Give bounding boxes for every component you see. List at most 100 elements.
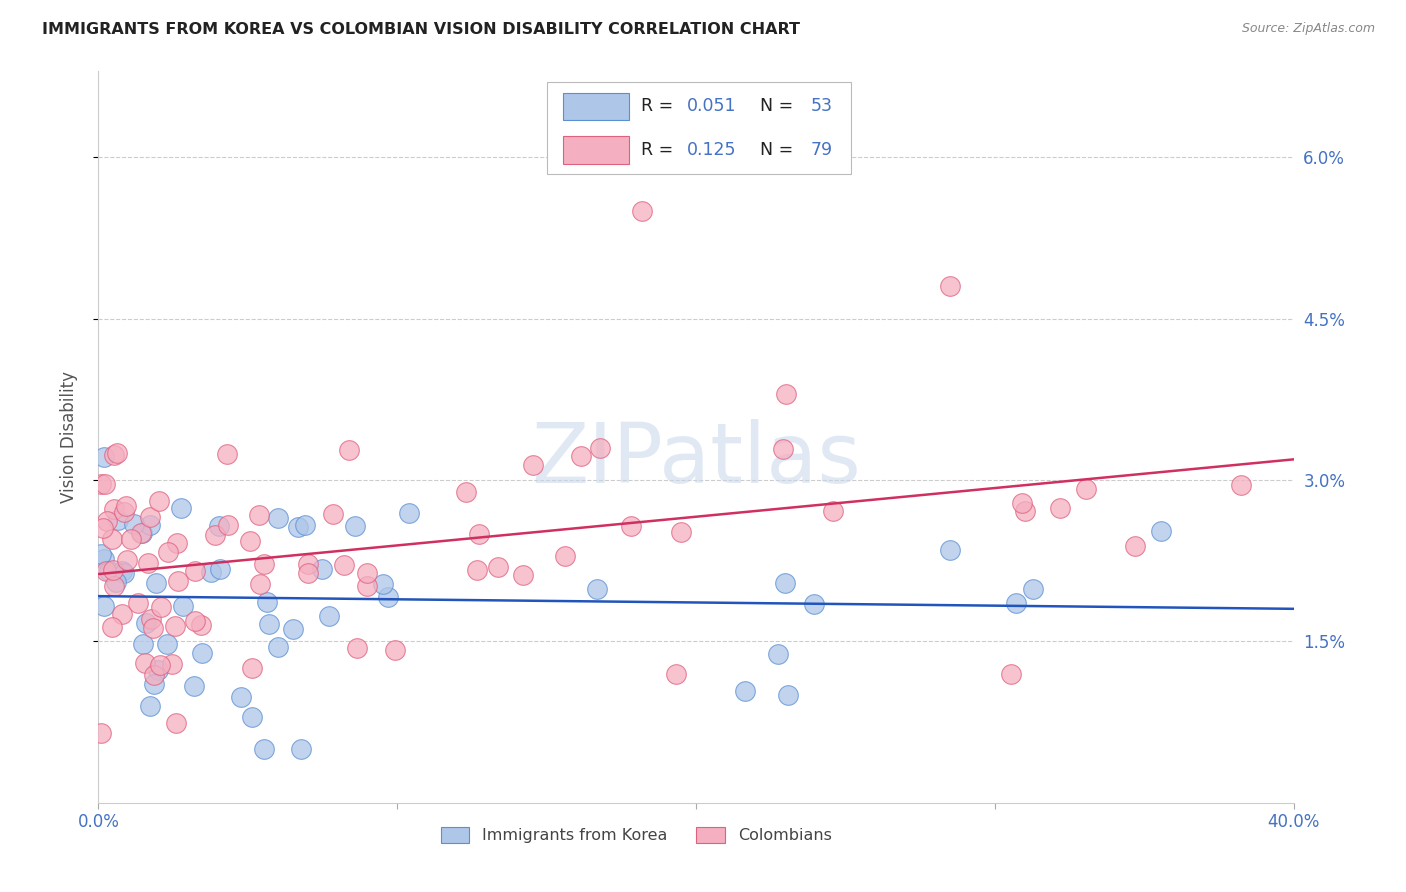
Text: N =: N = (748, 141, 799, 159)
Text: Source: ZipAtlas.com: Source: ZipAtlas.com (1241, 22, 1375, 36)
FancyBboxPatch shape (564, 93, 628, 120)
Point (142, 677, 165, 691)
Point (90, 476, 112, 491)
Point (156, 637, 179, 651)
Point (184, 564, 207, 578)
Legend: Immigrants from Korea, Colombians: Immigrants from Korea, Colombians (434, 821, 838, 850)
Point (253, 742, 276, 756)
Point (115, 553, 138, 567)
Point (589, 441, 612, 455)
Point (346, 640, 368, 655)
Point (512, 567, 534, 582)
Point (107, 513, 129, 527)
Point (766, 647, 789, 661)
Text: 53: 53 (811, 97, 832, 115)
Point (322, 508, 344, 522)
Point (283, 622, 305, 636)
Point (522, 458, 544, 472)
Point (773, 576, 796, 591)
Point (93, 599, 115, 613)
Point (256, 595, 278, 609)
Point (939, 279, 962, 293)
Point (167, 574, 190, 589)
Point (468, 526, 491, 541)
Point (318, 609, 340, 624)
Point (803, 597, 825, 611)
Point (454, 485, 477, 500)
Point (1230, 478, 1253, 492)
Point (1000, 666, 1022, 681)
Point (266, 640, 288, 654)
Text: ZIPatlas: ZIPatlas (531, 418, 860, 500)
Point (103, 448, 125, 462)
Point (190, 618, 212, 632)
Point (259, 616, 281, 631)
Point (170, 501, 193, 516)
Point (778, 688, 800, 702)
Point (398, 506, 420, 520)
Point (1150, 524, 1173, 538)
Point (294, 518, 316, 533)
Point (240, 661, 263, 675)
Point (631, 204, 654, 219)
FancyBboxPatch shape (564, 136, 628, 163)
Point (1049, 501, 1071, 516)
Point (620, 518, 643, 533)
Point (172, 599, 194, 613)
Point (134, 656, 156, 670)
Point (184, 614, 207, 628)
Point (111, 607, 134, 622)
Point (215, 447, 238, 461)
Text: R =: R = (641, 141, 679, 159)
Point (253, 558, 276, 572)
Point (204, 527, 226, 541)
FancyBboxPatch shape (547, 82, 852, 174)
Point (101, 620, 124, 634)
Point (311, 562, 333, 576)
Point (377, 590, 399, 604)
Point (200, 566, 222, 580)
Point (267, 511, 290, 525)
Point (101, 563, 124, 577)
Point (112, 505, 135, 519)
Point (98, 564, 121, 578)
Point (143, 667, 166, 681)
Point (149, 657, 172, 672)
Point (384, 643, 406, 657)
Point (114, 499, 136, 513)
Point (139, 698, 162, 713)
Point (669, 524, 692, 539)
Point (165, 618, 187, 632)
Point (333, 558, 356, 573)
Point (148, 494, 170, 508)
Point (356, 579, 378, 593)
Point (297, 557, 319, 571)
Point (103, 579, 125, 593)
Point (1011, 496, 1033, 510)
Point (465, 563, 488, 577)
Point (665, 666, 688, 681)
Point (131, 526, 153, 541)
Point (100, 532, 122, 546)
Text: N =: N = (748, 97, 799, 115)
Point (209, 562, 232, 576)
Point (122, 516, 145, 531)
Point (217, 518, 239, 533)
Point (94, 564, 117, 578)
Point (772, 442, 794, 456)
Point (247, 508, 270, 523)
Text: 79: 79 (811, 141, 832, 159)
Point (1014, 504, 1036, 518)
Point (1123, 539, 1146, 553)
Point (142, 621, 165, 635)
Point (112, 566, 135, 580)
Point (240, 710, 263, 724)
Point (297, 566, 319, 581)
Point (136, 556, 159, 570)
Point (183, 679, 205, 693)
Point (96, 514, 118, 528)
Point (208, 519, 231, 533)
Point (105, 574, 128, 589)
Point (1076, 483, 1098, 497)
Point (135, 616, 157, 631)
